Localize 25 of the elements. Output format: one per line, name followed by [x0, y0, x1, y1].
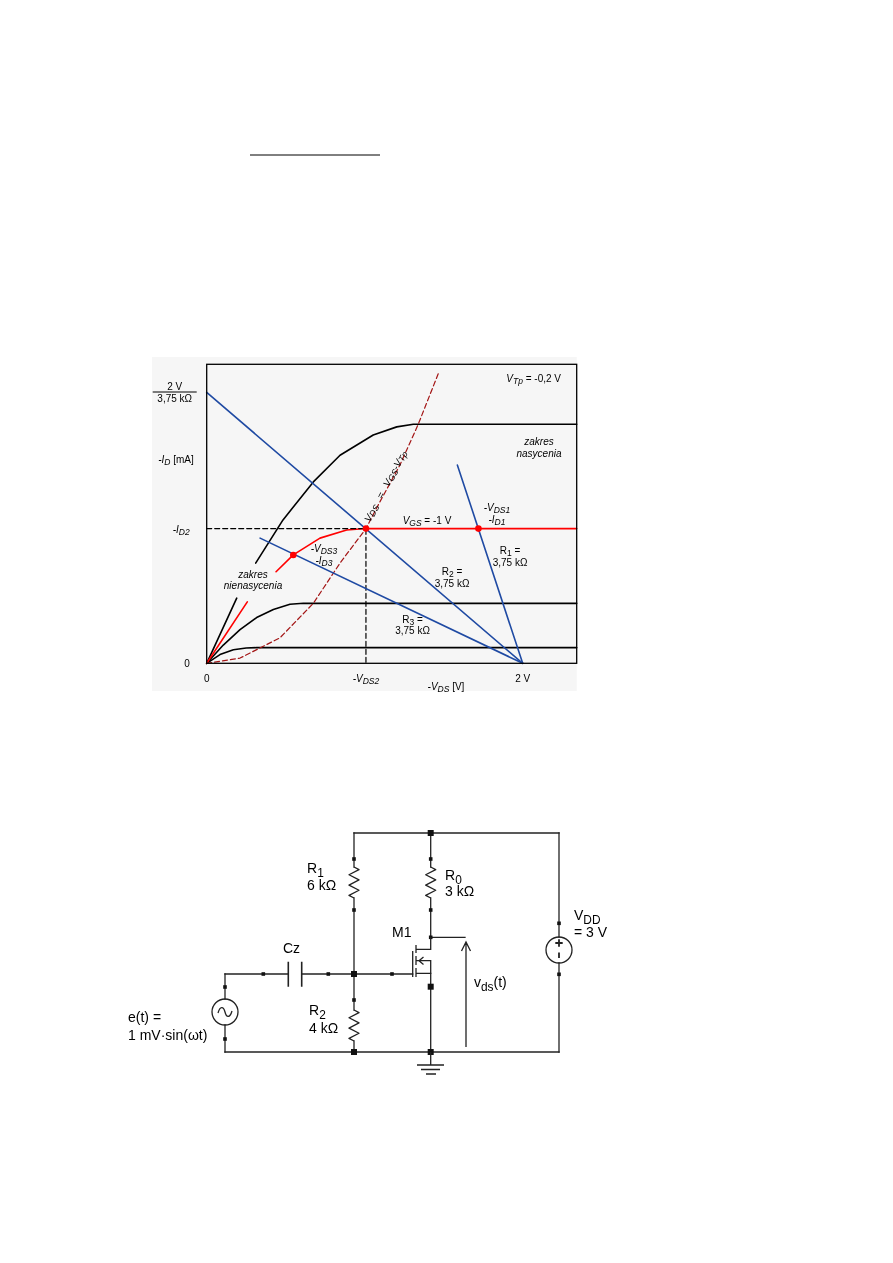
x-tick-label: 2 V — [515, 672, 531, 684]
annotation: zakres nasycenia — [516, 435, 562, 459]
annotation: R$_{2}$ = 3,75 kΩ — [434, 565, 470, 589]
text: v$_{ds}$(t) — [474, 974, 507, 995]
text: Cz — [283, 940, 301, 956]
text: 0 — [184, 657, 191, 669]
x-tick-label: -V$_{DS2}$ — [352, 672, 380, 687]
annotation: -V$_{DS3}$ -I$_{D3}$ — [310, 542, 338, 568]
text: R$_{2}$ 4 kΩ — [309, 1002, 339, 1036]
text: e(t) = 1 mV·sin(ωt) — [128, 1009, 208, 1043]
x-tick-label: 0 — [203, 672, 210, 684]
annotation: R$_{3}$ = 3,75 kΩ — [395, 613, 431, 636]
annotation: R$_{1}$ = 3,75 kΩ — [492, 544, 528, 568]
annotation: V$_{Tp}$ = -0,2 V — [506, 372, 562, 386]
text: V$_{DD}$ = 3 V — [574, 907, 608, 940]
text: R$_{1}$ 6 kΩ — [307, 860, 337, 893]
text: 2 V 3,75 kΩ — [157, 380, 193, 404]
text: -I$_{D2}$ — [172, 523, 190, 537]
annotation: V$_{GS}$ = -1 V — [402, 514, 452, 528]
annotation: zakres nienasycenia — [223, 568, 283, 591]
x-axis-title: -V$_{DS}$ [V] — [427, 680, 465, 695]
y-axis-title: -I$_{D}$ [mA] — [158, 453, 195, 467]
text: R$_{0}$ 3 kΩ — [445, 867, 475, 899]
text: M1 — [392, 924, 412, 940]
annotation: -V$_{DS1}$ -I$_{D1}$ — [483, 501, 511, 527]
